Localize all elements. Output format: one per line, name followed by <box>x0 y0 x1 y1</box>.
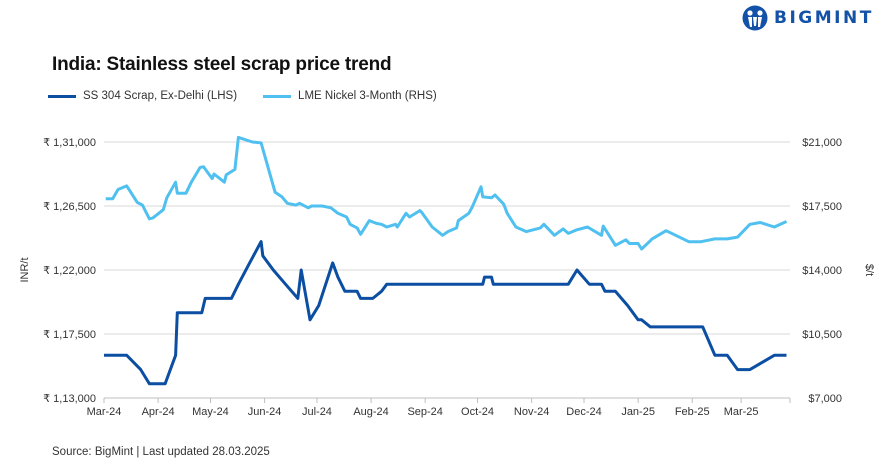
series-line-ss304-scrap <box>104 240 787 386</box>
y-left-tick-label: ₹ 1,31,000 <box>43 137 96 149</box>
series-line-lme-nickel <box>105 135 788 251</box>
x-tick-label: Sep-24 <box>407 406 442 418</box>
x-tick-label: Apr-24 <box>142 406 175 418</box>
chart-title: India: Stainless steel scrap price trend <box>52 54 392 75</box>
y-left-tick-label: ₹ 1,13,000 <box>43 393 96 405</box>
x-tick-label: Oct-24 <box>461 406 494 418</box>
x-tick-label: Jun-24 <box>248 406 282 418</box>
legend-item-ss304: SS 304 Scrap, Ex-Delhi (LHS) <box>48 90 237 102</box>
x-tick-label: Jan-25 <box>621 406 655 418</box>
y-left-tick-label: ₹ 1,17,500 <box>43 329 96 341</box>
y-right-axis-label: $/t <box>863 264 875 276</box>
brand-name: BIGMINT <box>774 8 874 28</box>
legend-swatch <box>263 94 292 98</box>
y-right-tick-label: $10,500 <box>802 329 842 341</box>
x-tick-label: Mar-25 <box>724 406 759 418</box>
x-tick-label: Mar-24 <box>87 406 122 418</box>
legend-item-nickel: LME Nickel 3-Month (RHS) <box>263 90 437 102</box>
x-tick-label: Nov-24 <box>514 406 549 418</box>
legend: SS 304 Scrap, Ex-Delhi (LHS) LME Nickel … <box>48 90 437 102</box>
y-right-tick-label: $21,000 <box>802 137 842 149</box>
x-tick-label: May-24 <box>192 406 229 418</box>
legend-swatch <box>48 94 76 98</box>
y-left-tick-label: ₹ 1,26,500 <box>43 201 96 213</box>
x-tick-label: Jul-24 <box>302 406 332 418</box>
x-tick-label: Aug-24 <box>353 406 388 418</box>
x-tick-label: Dec-24 <box>566 406 601 418</box>
y-right-tick-label: $17,500 <box>802 201 842 213</box>
bigmint-logo-icon <box>742 5 768 31</box>
y-right-tick-label: $7,000 <box>808 393 842 405</box>
bigmint-logo: BIGMINT <box>742 5 874 31</box>
source-note: Source: BigMint | Last updated 28.03.202… <box>52 446 270 458</box>
y-right-tick-label: $14,000 <box>802 265 842 277</box>
legend-label: LME Nickel 3-Month (RHS) <box>298 90 437 102</box>
y-left-tick-label: ₹ 1,22,000 <box>43 265 96 277</box>
x-tick-label: Feb-25 <box>675 406 710 418</box>
y-left-axis-label: INR/t <box>19 257 31 282</box>
legend-label: SS 304 Scrap, Ex-Delhi (LHS) <box>83 90 238 102</box>
